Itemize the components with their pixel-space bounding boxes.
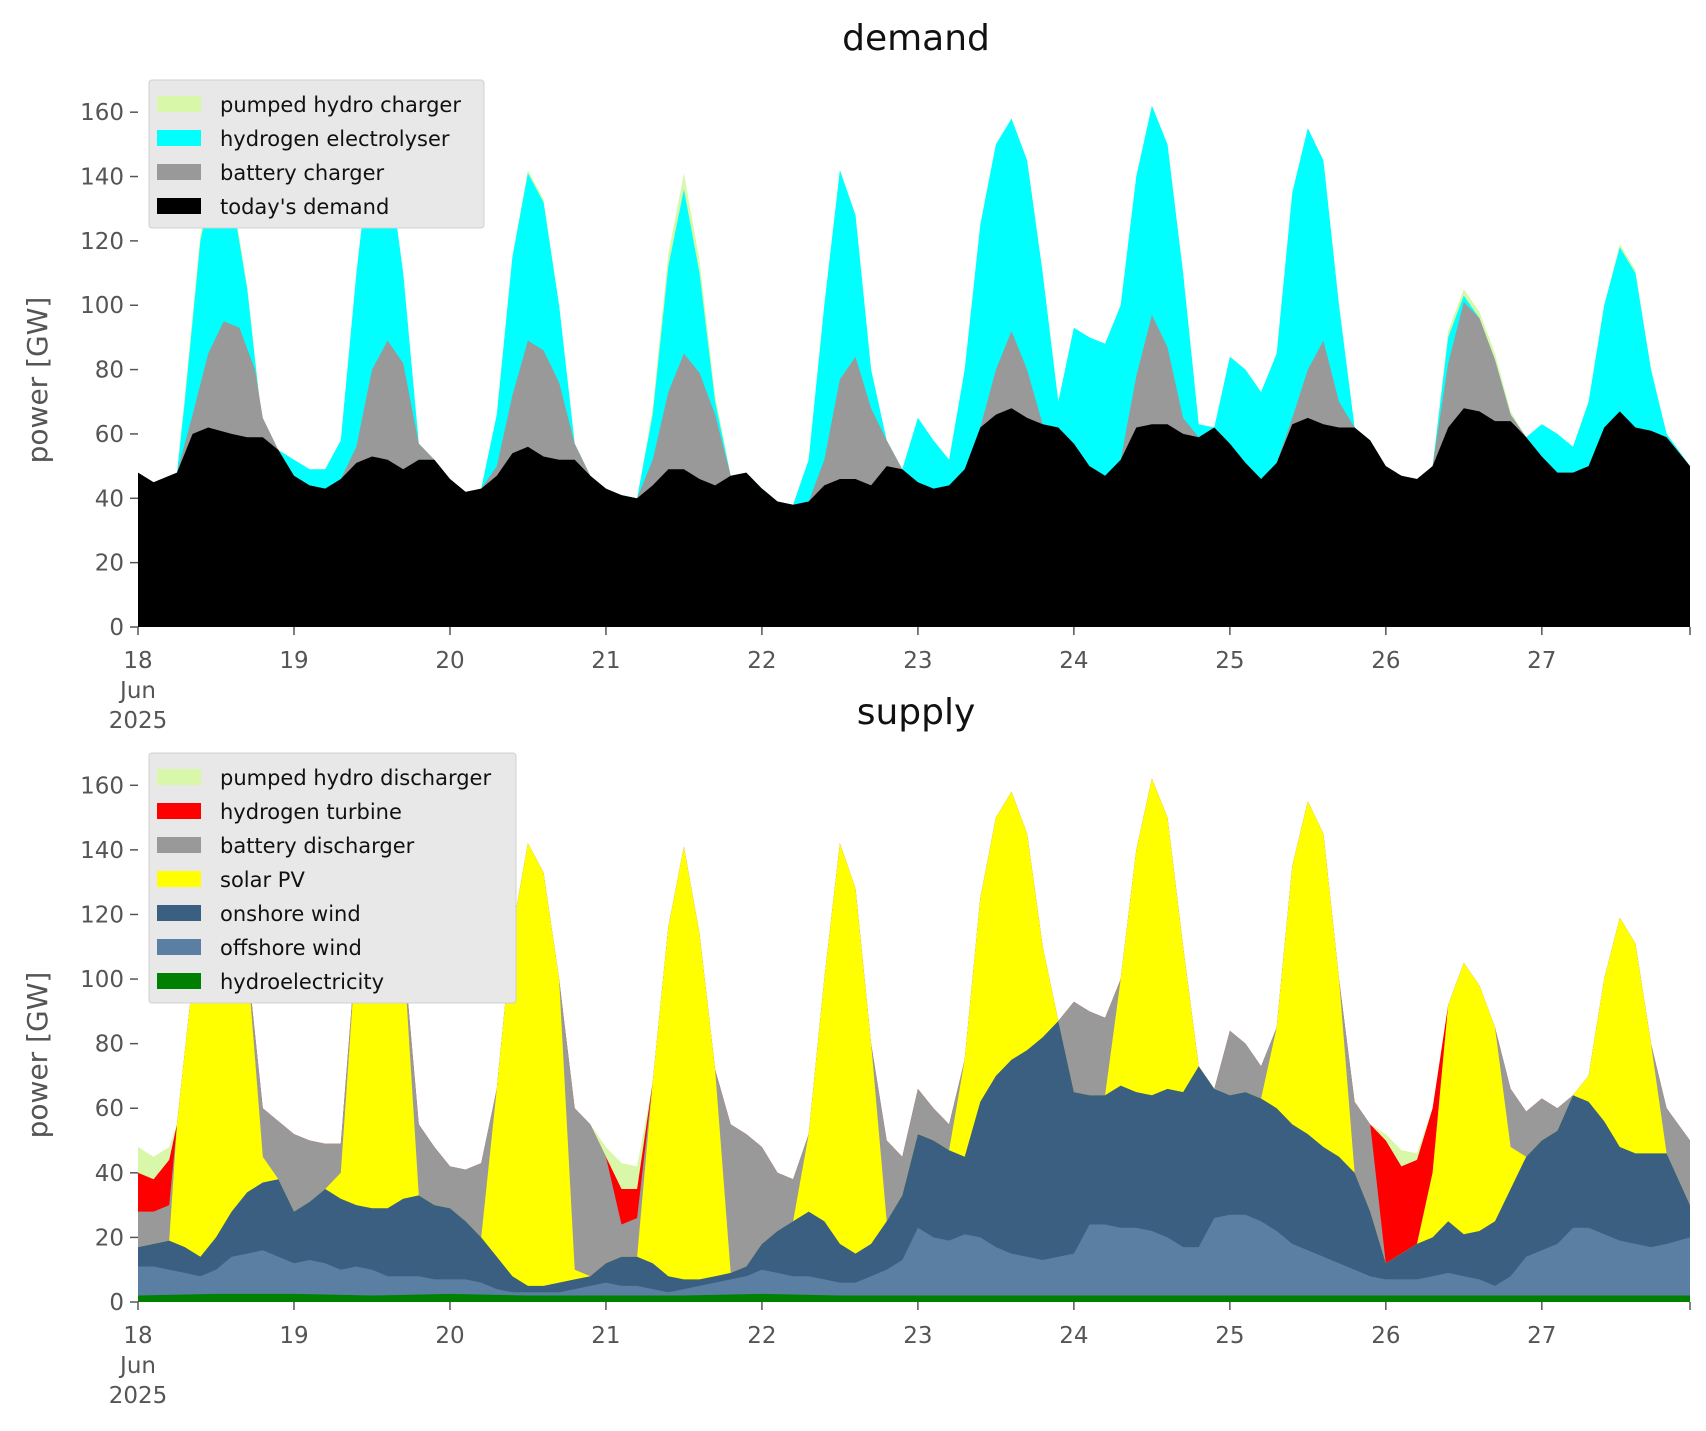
y-tick-label: 140 bbox=[80, 838, 124, 864]
legend-swatch-today-s-demand bbox=[157, 198, 201, 214]
y-tick-label: 100 bbox=[80, 967, 124, 993]
y-tick-label: 60 bbox=[95, 1096, 124, 1122]
x-tick-label: 18 bbox=[123, 648, 152, 674]
legend-swatch-pumped-hydro-discharger bbox=[157, 769, 201, 785]
legend-label-onshore-wind: onshore wind bbox=[220, 902, 361, 926]
y-tick-label: 80 bbox=[95, 1032, 124, 1058]
y-tick-label: 120 bbox=[80, 902, 124, 928]
legend-swatch-hydroelectricity bbox=[157, 973, 201, 989]
x-tick-label: 21 bbox=[591, 1323, 620, 1349]
legend-swatch-battery-discharger bbox=[157, 837, 201, 853]
axes: 0 20 40 60 80 100 120 140 160 18 Jun 2025 19 20 21 22 23… bbox=[80, 100, 1691, 734]
y-tick-label: 40 bbox=[95, 1161, 124, 1187]
x-tick-label: 27 bbox=[1527, 1323, 1556, 1349]
x-tick-label: 24 bbox=[1059, 1323, 1088, 1349]
demand-chart: demand power [GW] 0 20 40 60 80 100 120 140 160 1… bbox=[21, 18, 1691, 734]
legend-label-pumped-hydro-discharger: pumped hydro discharger bbox=[220, 766, 491, 790]
y-tick-label: 20 bbox=[95, 1225, 124, 1251]
area-today-s-demand bbox=[138, 408, 1690, 627]
y-tick-label: 80 bbox=[95, 358, 124, 384]
legend-swatch-onshore-wind bbox=[157, 905, 201, 921]
legend-box bbox=[148, 752, 517, 1004]
x-tick-label: 23 bbox=[903, 1323, 932, 1349]
x-tick-label: 19 bbox=[279, 648, 308, 674]
legend-swatch-pumped-hydro-charger bbox=[157, 96, 201, 112]
area-series-group bbox=[138, 778, 1690, 1302]
legend-box bbox=[148, 79, 485, 229]
x-tick-label: 23 bbox=[903, 648, 932, 674]
y-tick-label: 0 bbox=[109, 615, 124, 641]
axes: 0 20 40 60 80 100 120 140 160 18 Jun 2025 19 20 21 22 23… bbox=[80, 773, 1691, 1409]
legend-swatch-hydrogen-electrolyser bbox=[157, 130, 201, 146]
x-tick-label: 25 bbox=[1215, 1323, 1244, 1349]
x-tick-label: 21 bbox=[591, 648, 620, 674]
y-axis-label: power [GW] bbox=[21, 972, 54, 1139]
legend-label-today-s-demand: today's demand bbox=[220, 195, 389, 219]
x-tick-label: 20 bbox=[435, 1323, 464, 1349]
x-tick-label: 2025 bbox=[109, 708, 168, 734]
x-tick-label: Jun bbox=[118, 678, 156, 704]
y-tick-label: 160 bbox=[80, 773, 124, 799]
y-tick-label: 120 bbox=[80, 229, 124, 255]
x-tick-label: 2025 bbox=[109, 1383, 168, 1409]
x-tick-label: 24 bbox=[1059, 648, 1088, 674]
x-tick-label: 26 bbox=[1371, 648, 1400, 674]
legend-label-battery-charger: battery charger bbox=[220, 161, 385, 185]
x-tick-label: 22 bbox=[747, 648, 776, 674]
legend-swatch-hydrogen-turbine bbox=[157, 803, 201, 819]
x-tick-label: 26 bbox=[1371, 1323, 1400, 1349]
y-tick-label: 160 bbox=[80, 100, 124, 126]
y-tick-label: 100 bbox=[80, 293, 124, 319]
legend-label-offshore-wind: offshore wind bbox=[220, 936, 362, 960]
x-tick-label: Jun bbox=[118, 1353, 156, 1379]
legend-label-solar-pv: solar PV bbox=[220, 868, 305, 892]
x-tick-label: 25 bbox=[1215, 648, 1244, 674]
y-tick-label: 60 bbox=[95, 422, 124, 448]
chart-title: supply bbox=[857, 692, 976, 733]
y-tick-label: 20 bbox=[95, 551, 124, 577]
y-tick-label: 140 bbox=[80, 165, 124, 191]
legend: pumped hydro charger hydrogen electrolyse… bbox=[148, 79, 485, 229]
legend: pumped hydro discharger hydrogen turbine b… bbox=[148, 752, 517, 1004]
y-tick-label: 0 bbox=[109, 1290, 124, 1316]
legend-label-battery-discharger: battery discharger bbox=[220, 834, 415, 858]
legend-swatch-offshore-wind bbox=[157, 939, 201, 955]
area-offshore-wind bbox=[138, 1214, 1690, 1302]
x-tick-label: 19 bbox=[279, 1323, 308, 1349]
legend-label-pumped-hydro-charger: pumped hydro charger bbox=[220, 93, 461, 117]
x-tick-label: 27 bbox=[1527, 648, 1556, 674]
legend-label-hydrogen-turbine: hydrogen turbine bbox=[220, 800, 402, 824]
area-onshore-wind bbox=[138, 1021, 1690, 1302]
area-series-group bbox=[138, 105, 1690, 627]
y-tick-label: 40 bbox=[95, 486, 124, 512]
legend-swatch-solar-pv bbox=[157, 871, 201, 887]
area-hydroelectricity bbox=[138, 1293, 1690, 1302]
y-axis-label: power [GW] bbox=[21, 297, 54, 464]
x-tick-label: 20 bbox=[435, 648, 464, 674]
legend-swatch-battery-charger bbox=[157, 164, 201, 180]
chart-title: demand bbox=[842, 18, 990, 59]
legend-label-hydroelectricity: hydroelectricity bbox=[220, 970, 384, 994]
supply-chart: supply power [GW] 0 20 40 60 80 100 120 140 160 1… bbox=[21, 692, 1691, 1409]
legend-label-hydrogen-electrolyser: hydrogen electrolyser bbox=[220, 127, 450, 151]
x-tick-label: 22 bbox=[747, 1323, 776, 1349]
x-tick-label: 18 bbox=[123, 1323, 152, 1349]
